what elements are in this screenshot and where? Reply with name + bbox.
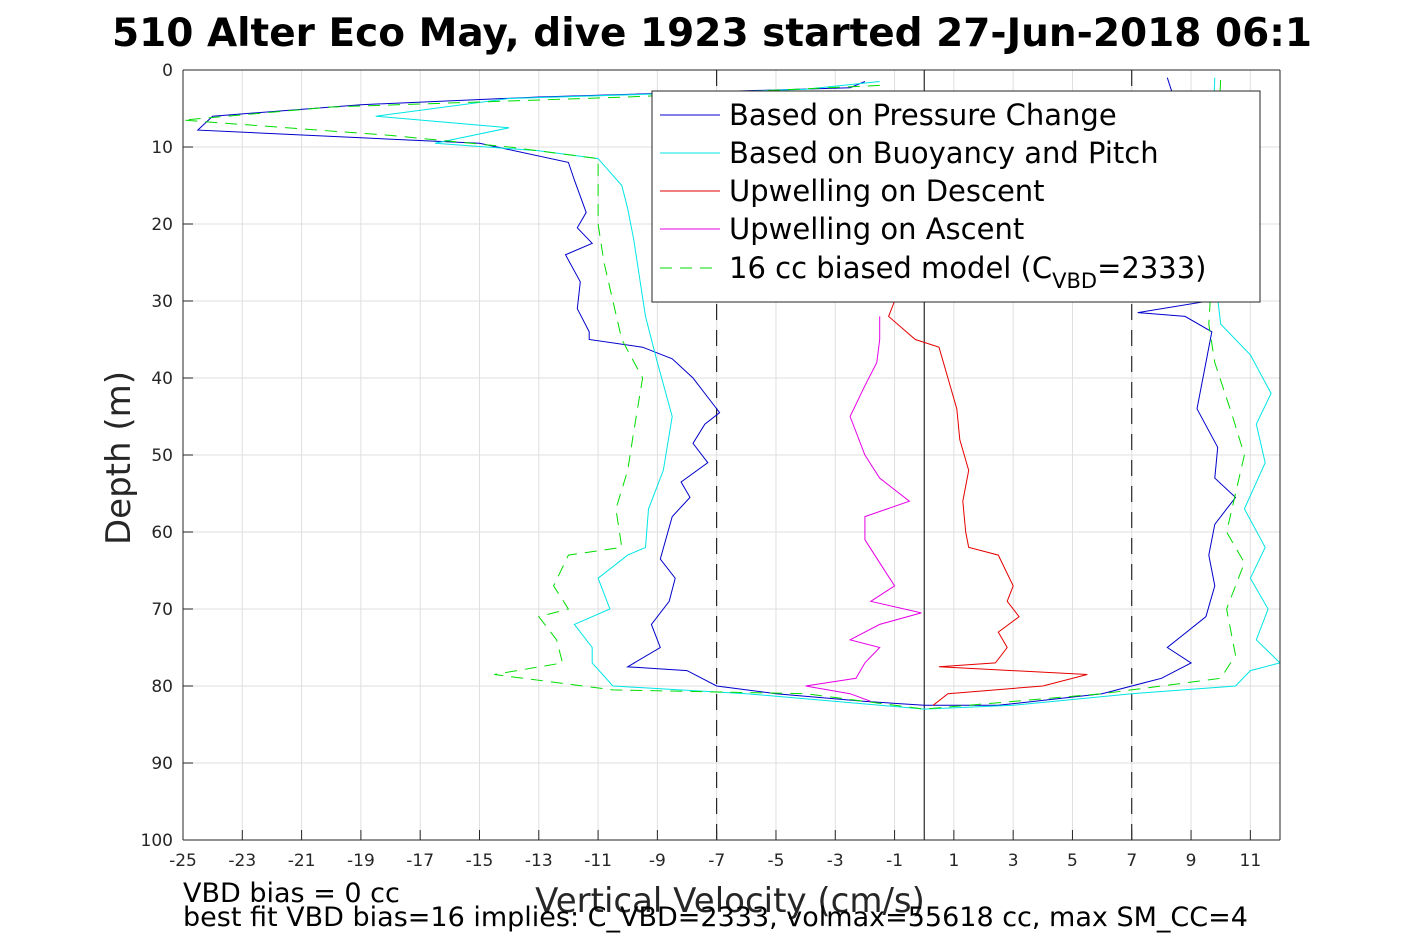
x-axis-label: Vertical Velocity (cm/s) [535,881,925,921]
x-tick-label: -25 [169,851,197,871]
series-lines [182,77,1281,710]
y-tick-label: 10 [151,138,173,158]
axes [182,69,1281,841]
x-tick-label: 1 [948,851,959,871]
x-tick-label: -15 [466,851,494,871]
legend-box [651,90,1261,303]
y-tick-label: 40 [151,369,173,389]
y-tick-label: 80 [151,677,173,697]
y-tick-label: 20 [151,215,173,235]
series-line-3 [805,316,922,702]
y-tick-label: 60 [151,523,173,543]
y-tick-label: 0 [162,61,173,81]
x-tick-label: 7 [1126,851,1137,871]
x-tick-label: -13 [525,851,553,871]
x-tick-label: -11 [584,851,612,871]
x-tick-label: -5 [767,851,784,871]
x-tick-label: -17 [406,851,434,871]
x-tick-label: -19 [347,851,375,871]
y-tick-label: 70 [151,600,173,620]
legend-label-biased-main: 16 cc biased model (C [729,251,1052,285]
series-line-0 [196,77,1237,706]
x-tick-label: 11 [1240,851,1262,871]
legend-label-biased-sub: VBD [1052,269,1097,293]
legend-label-biased-end: =2333) [1097,251,1206,285]
x-tick-label: -21 [288,851,316,871]
footer-best-fit: best fit VBD bias=16 implies: C_VBD=2333… [183,902,1248,933]
y-tick-label: 50 [151,446,173,466]
legend-label-biased-model: 16 cc biased model (CVBD=2333) [729,251,1207,293]
x-tick-label: -3 [827,851,844,871]
y-axis-label: Depth (m) [99,371,139,545]
y-tick-labels: 0 10 20 30 40 50 60 70 80 90 100 [141,61,173,851]
x-tick-labels: -25 -23 -21 -19 -17 -15 -13 -11 -9 -7 -5 -3 -1 1 3 5 7 9 1… [169,851,1261,871]
x-tick-label: 9 [1186,851,1197,871]
legend-label-pressure: Based on Pressure Change [729,98,1117,132]
y-tick-label: 100 [141,831,173,851]
x-tick-label: -23 [228,851,256,871]
legend-label-buoyancy: Based on Buoyancy and Pitch [729,136,1159,170]
series-line-4 [182,77,1245,710]
chart-title: 510 Alter Eco May, dive 1923 started 27-… [112,11,1312,56]
x-tick-label: -1 [886,851,903,871]
series-line-2 [888,300,1088,706]
y-tick-label: 30 [151,292,173,312]
x-tick-label: -9 [649,851,666,871]
legend-label-upwelling-descent: Upwelling on Descent [729,174,1045,208]
y-tick-label: 90 [151,754,173,774]
series-line-1 [375,77,1281,710]
x-tick-label: 3 [1008,851,1019,871]
footer-vbd-bias: VBD bias = 0 cc [183,878,400,909]
legend-label-upwelling-ascent: Upwelling on Ascent [729,212,1024,246]
x-tick-label: 5 [1067,851,1078,871]
x-tick-label: -7 [708,851,725,871]
legend: Based on Pressure Change Based on Buoyan… [651,90,1261,303]
